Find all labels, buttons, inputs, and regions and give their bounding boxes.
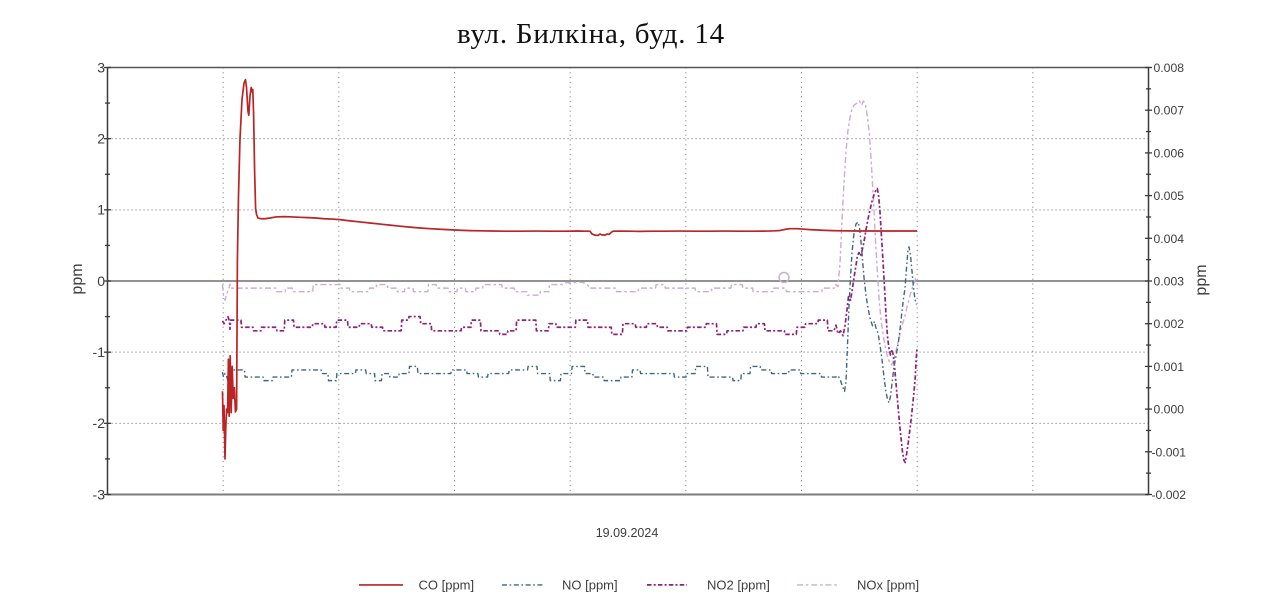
svg-text:0.003: 0.003 xyxy=(1154,275,1185,289)
svg-text:вул. Билкіна, буд. 14: вул. Билкіна, буд. 14 xyxy=(457,18,725,50)
svg-text:0.001: 0.001 xyxy=(1154,360,1185,374)
svg-text:-0.001: -0.001 xyxy=(1152,445,1187,459)
svg-text:0.000: 0.000 xyxy=(1154,403,1185,417)
svg-text:-3: -3 xyxy=(93,486,106,502)
svg-text:19.09.2024: 19.09.2024 xyxy=(596,526,659,540)
svg-text:0.004: 0.004 xyxy=(1154,232,1185,246)
svg-text:-0.002: -0.002 xyxy=(1152,488,1187,502)
svg-text:3: 3 xyxy=(97,59,105,75)
svg-text:1: 1 xyxy=(97,202,105,218)
svg-text:ppm: ppm xyxy=(1193,264,1210,295)
svg-text:NO [ppm]: NO [ppm] xyxy=(562,578,618,593)
svg-text:CO [ppm]: CO [ppm] xyxy=(419,578,475,593)
svg-text:-1: -1 xyxy=(93,344,106,360)
svg-text:-2: -2 xyxy=(93,415,106,431)
svg-text:2: 2 xyxy=(97,130,105,146)
svg-text:0.005: 0.005 xyxy=(1154,189,1185,203)
svg-text:0.008: 0.008 xyxy=(1154,61,1185,75)
svg-text:0: 0 xyxy=(97,273,105,289)
svg-text:0.002: 0.002 xyxy=(1154,317,1185,331)
svg-text:ppm: ppm xyxy=(69,263,86,294)
svg-text:0.007: 0.007 xyxy=(1154,104,1185,118)
svg-text:NOx [ppm]: NOx [ppm] xyxy=(857,578,919,593)
svg-text:NO2 [ppm]: NO2 [ppm] xyxy=(707,578,770,593)
svg-text:0.006: 0.006 xyxy=(1154,146,1185,160)
